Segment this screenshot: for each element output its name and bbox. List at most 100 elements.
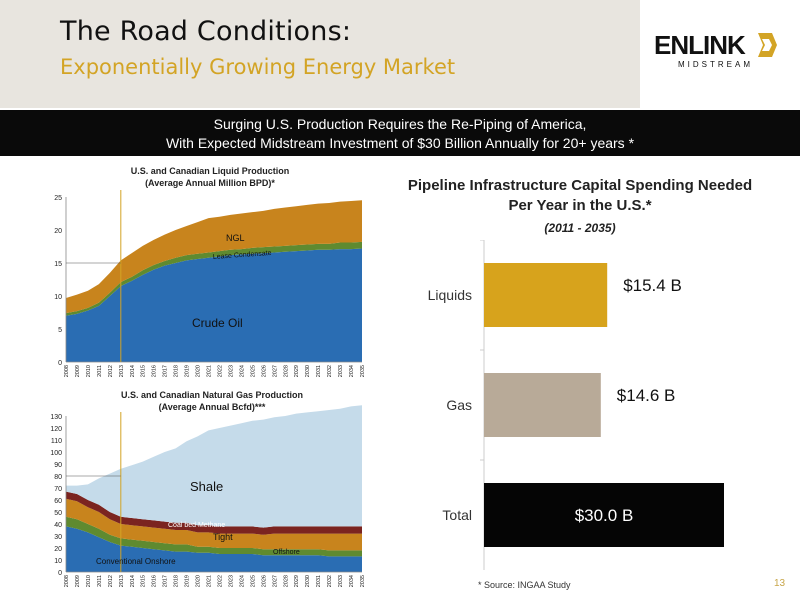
gas-area-conventional-onshore (66, 526, 362, 572)
liquid-chart-subtitle: (Average Annual Million BPD)* (145, 178, 275, 188)
bar-value-label: $30.0 B (575, 506, 634, 525)
label-lease-condensate: Lease Condensate (213, 250, 272, 261)
label-shale: Shale (190, 479, 223, 494)
liquid-y-tick-label: 25 (54, 195, 62, 202)
liquid-x-tick-label: 2010 (86, 365, 92, 377)
gas-x-tick-label: 2018 (174, 575, 180, 587)
label-conventional-onshore: Conventional Onshore (96, 557, 176, 566)
label-offshore: Offshore (273, 549, 300, 556)
gas-x-tick-label: 2017 (163, 575, 169, 587)
liquid-x-tick-label: 2008 (64, 365, 70, 377)
gas-y-tick-label: 20 (54, 546, 62, 553)
gas-y-tick-label: 90 (54, 462, 62, 469)
liquid-x-tick-label: 2016 (152, 365, 158, 377)
gas-x-tick-label: 2026 (261, 575, 267, 587)
liquid-x-tick-label: 2033 (338, 365, 344, 377)
liquid-area-ngl (66, 200, 362, 314)
liquid-x-tick-label: 2018 (174, 365, 180, 377)
liquid-x-tick-label: 2031 (316, 365, 322, 377)
company-logo: ENLINK MIDSTREAM (654, 30, 784, 80)
page-subtitle: Exponentially Growing Energy Market (60, 55, 456, 79)
gas-area-tight (66, 498, 362, 551)
gas-x-tick-label: 2015 (141, 575, 147, 587)
banner-line-2: With Expected Midstream Investment of $3… (165, 135, 635, 151)
bar-liquids (484, 263, 608, 327)
bar-chart-title-line-1: Pipeline Infrastructure Capital Spending… (407, 177, 753, 194)
liquid-x-tick-label: 2027 (272, 365, 278, 377)
label-ngl: NGL (226, 233, 245, 243)
liquid-x-tick-label: 2035 (360, 365, 366, 377)
gas-x-tick-label: 2027 (272, 575, 278, 587)
liquid-x-tick-label: 2032 (327, 365, 333, 377)
liquid-x-tick-label: 2024 (239, 365, 245, 377)
liquid-y-tick-label: 0 (58, 360, 62, 367)
logo-wordmark: ENLINK (654, 30, 746, 60)
liquid-x-tick-label: 2029 (294, 365, 300, 377)
gas-x-tick-label: 2031 (316, 575, 322, 587)
bar-value-label: $14.6 B (617, 386, 676, 405)
logo-arrow-icon (758, 33, 777, 57)
banner-line-1: Surging U.S. Production Requires the Re-… (213, 116, 587, 132)
liquid-x-tick-label: 2013 (119, 365, 125, 377)
liquid-x-tick-label: 2017 (163, 365, 169, 377)
gas-x-tick-label: 2033 (338, 575, 344, 587)
bar-category-label: Liquids (428, 287, 472, 303)
liquid-y-tick-label: 10 (54, 294, 62, 301)
bar-chart-subtitle: (2011 - 2035) (544, 221, 616, 235)
liquid-area-crude-oil (66, 248, 362, 362)
bar-category-label: Total (442, 507, 472, 523)
bar-chart-title-line-2: Per Year in the U.S.* (508, 197, 652, 214)
source-note: * Source: INGAA Study (478, 580, 571, 590)
liquid-production-chart: U.S. and Canadian Liquid Production (Ave… (54, 166, 366, 377)
liquid-x-tick-label: 2014 (130, 365, 136, 377)
gas-y-tick-label: 60 (54, 498, 62, 505)
gas-x-tick-label: 2014 (130, 575, 136, 587)
label-crude-oil: Crude Oil (192, 316, 243, 330)
gas-x-tick-label: 2028 (283, 575, 289, 587)
bar-value-label: $15.4 B (623, 276, 682, 295)
gas-x-tick-label: 2035 (360, 575, 366, 587)
liquid-x-tick-label: 2019 (185, 365, 191, 377)
gas-x-tick-label: 2022 (217, 575, 223, 587)
liquid-x-tick-label: 2022 (217, 365, 223, 377)
gas-x-tick-label: 2008 (64, 575, 70, 587)
liquid-x-tick-label: 2023 (228, 365, 234, 377)
gas-x-tick-label: 2012 (108, 575, 114, 587)
gas-x-tick-label: 2024 (239, 575, 245, 587)
liquid-chart-title: U.S. and Canadian Liquid Production (131, 166, 290, 176)
liquid-x-tick-label: 2028 (283, 365, 289, 377)
gas-x-tick-label: 2016 (152, 575, 158, 587)
gas-x-tick-label: 2029 (294, 575, 300, 587)
gas-x-tick-label: 2020 (196, 575, 202, 587)
gas-area-shale (66, 405, 362, 528)
capital-spending-chart: Liquids $15.4 B Gas $14.6 B Total $30.0 B (428, 240, 724, 570)
gas-x-tick-label: 2010 (86, 575, 92, 587)
liquid-area-lease-condensate (66, 241, 362, 316)
liquid-x-tick-label: 2034 (349, 365, 355, 377)
gas-x-tick-label: 2009 (75, 575, 81, 587)
liquid-x-tick-label: 2021 (207, 365, 213, 377)
liquid-y-tick-label: 15 (54, 261, 62, 268)
gas-y-tick-label: 70 (54, 486, 62, 493)
gas-y-tick-label: 80 (54, 474, 62, 481)
bar-gas (484, 373, 601, 437)
gas-chart-subtitle: (Average Annual Bcfd)*** (159, 402, 266, 412)
gas-production-chart: U.S. and Canadian Natural Gas Production… (50, 390, 366, 587)
liquid-x-tick-label: 2009 (75, 365, 81, 377)
gas-x-tick-label: 2021 (207, 575, 213, 587)
liquid-x-tick-label: 2025 (250, 365, 256, 377)
label-coalbed-methane: Coal bed Methane (168, 522, 225, 529)
gas-y-tick-label: 50 (54, 510, 62, 517)
liquid-x-tick-label: 2020 (196, 365, 202, 377)
gas-y-tick-label: 0 (58, 570, 62, 577)
liquid-y-tick-label: 5 (58, 327, 62, 334)
label-tight: Tight (213, 532, 233, 542)
logo-subtext: MIDSTREAM (678, 60, 753, 69)
gas-y-tick-label: 100 (50, 450, 62, 457)
page-title: The Road Conditions: (60, 16, 352, 47)
gas-x-tick-label: 2034 (349, 575, 355, 587)
gas-x-tick-label: 2013 (119, 575, 125, 587)
gas-x-tick-label: 2011 (97, 575, 103, 587)
liquid-x-tick-label: 2011 (97, 365, 103, 377)
bar-category-label: Gas (446, 397, 472, 413)
